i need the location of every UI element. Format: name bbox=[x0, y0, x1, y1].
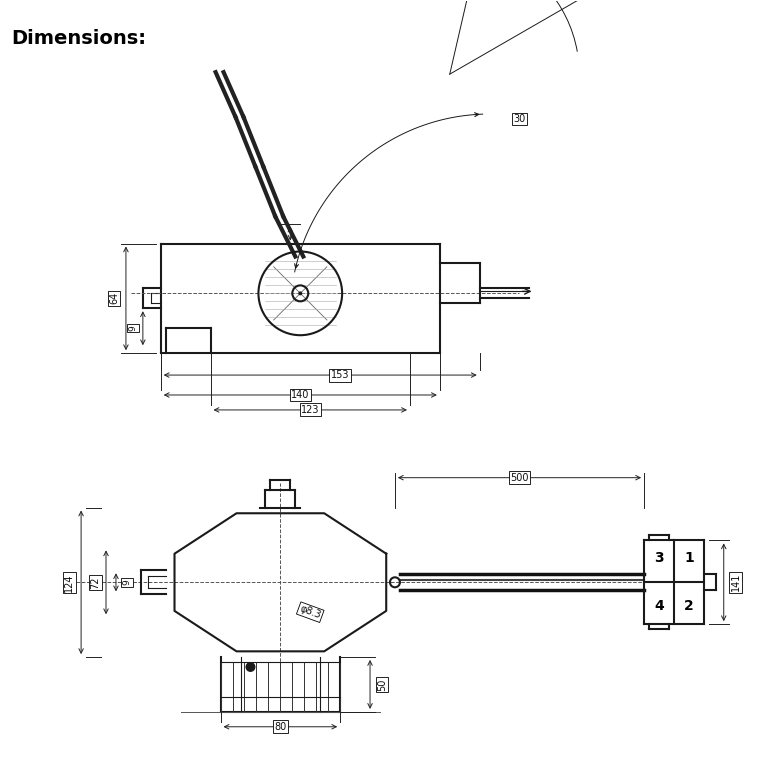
Text: 123: 123 bbox=[301, 405, 319, 415]
Text: 140: 140 bbox=[291, 390, 309, 400]
Circle shape bbox=[245, 662, 255, 672]
Text: 9: 9 bbox=[122, 579, 131, 585]
Text: 4: 4 bbox=[654, 599, 663, 613]
Text: 500: 500 bbox=[510, 473, 529, 482]
Text: 3: 3 bbox=[654, 551, 663, 565]
Text: 9: 9 bbox=[128, 326, 138, 331]
Text: 64: 64 bbox=[109, 292, 119, 305]
Text: 141: 141 bbox=[730, 573, 741, 591]
Text: 153: 153 bbox=[331, 370, 350, 380]
Text: φ8.3: φ8.3 bbox=[299, 604, 322, 621]
Text: 1: 1 bbox=[684, 551, 694, 565]
Text: 2: 2 bbox=[684, 599, 694, 613]
Text: 30: 30 bbox=[513, 114, 526, 124]
Circle shape bbox=[298, 291, 302, 295]
Text: 80: 80 bbox=[274, 722, 287, 732]
Text: Dimensions:: Dimensions: bbox=[11, 29, 147, 49]
Text: 124: 124 bbox=[64, 573, 74, 591]
Text: 50: 50 bbox=[377, 678, 387, 691]
Text: 72: 72 bbox=[90, 576, 100, 589]
